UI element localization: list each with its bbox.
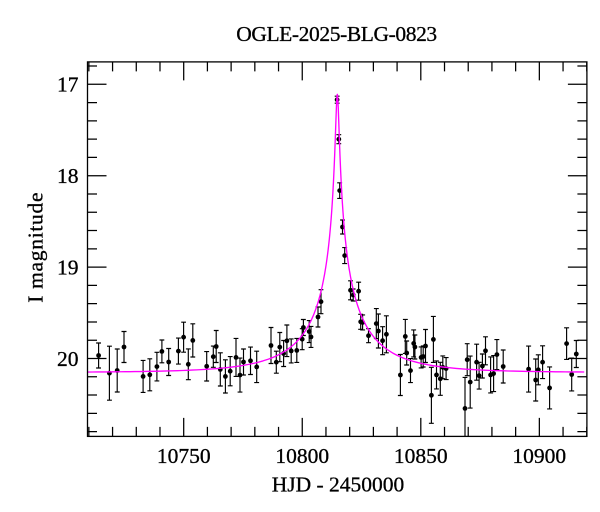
svg-text:19: 19 — [57, 255, 79, 279]
svg-text:OGLE-2025-BLG-0823: OGLE-2025-BLG-0823 — [236, 22, 437, 46]
svg-text:17: 17 — [57, 73, 79, 97]
svg-text:10800: 10800 — [275, 444, 329, 468]
svg-text:HJD - 2450000: HJD - 2450000 — [272, 473, 405, 497]
svg-text:10850: 10850 — [394, 444, 448, 468]
svg-text:20: 20 — [57, 347, 79, 371]
svg-text:I magnitude: I magnitude — [24, 192, 48, 303]
svg-text:10750: 10750 — [157, 444, 211, 468]
svg-text:18: 18 — [57, 164, 79, 188]
svg-text:10900: 10900 — [512, 444, 566, 468]
